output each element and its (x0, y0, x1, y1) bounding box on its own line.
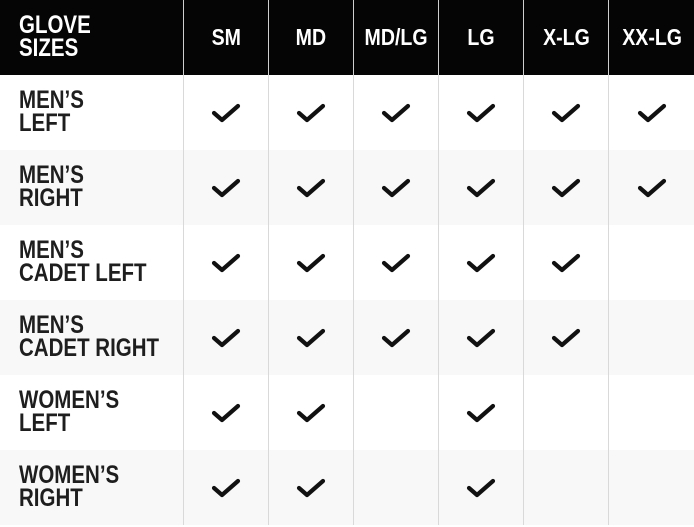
checkmark-icon (211, 253, 240, 272)
checkmark-icon (296, 478, 326, 497)
size-cell (267, 225, 354, 300)
checkmark-icon (467, 253, 496, 272)
row-label-line-2: RIGHT (19, 484, 83, 512)
size-cell (182, 375, 269, 450)
checkmark-icon (552, 328, 581, 347)
col-header-x-lg: X-LG (523, 0, 609, 75)
col-header-lg: LG (438, 0, 524, 75)
checkmark-icon (467, 103, 496, 122)
size-cell (523, 75, 609, 150)
checkmark-icon (637, 103, 666, 122)
size-cell (352, 225, 439, 300)
size-cell (267, 300, 354, 375)
checkmark-icon (467, 328, 496, 347)
table-row: WOMEN’S RIGHT (0, 450, 694, 525)
table-row: MEN’S RIGHT (0, 150, 694, 225)
table-row: MEN’S CADET LEFT (0, 225, 694, 300)
row-label-line-2: LEFT (19, 109, 71, 137)
size-cell (523, 450, 609, 525)
size-cell (438, 75, 524, 150)
row-label: WOMEN’S RIGHT (0, 450, 183, 525)
table-row: MEN’S CADET RIGHT (0, 300, 694, 375)
checkmark-icon (211, 178, 240, 197)
size-cell (182, 300, 269, 375)
checkmark-icon (467, 178, 496, 197)
checkmark-icon (552, 178, 581, 197)
row-label-line-1: MEN’S (19, 86, 84, 114)
size-cell (438, 150, 524, 225)
checkmark-icon (211, 103, 240, 122)
checkmark-icon (552, 103, 581, 122)
table-row: WOMEN’S LEFT (0, 375, 694, 450)
row-label-line-1: WOMEN’S (19, 386, 120, 414)
checkmark-icon (552, 253, 581, 272)
size-cell (182, 450, 269, 525)
row-label: MEN’S CADET RIGHT (0, 300, 183, 375)
col-header-xx-lg: XX-LG (608, 0, 694, 75)
col-header-md-lg: MD/LG (352, 0, 439, 75)
table-row: MEN’S LEFT (0, 75, 694, 150)
corner-header: GLOVE SIZES (0, 0, 183, 75)
size-cell (608, 300, 694, 375)
size-cell (352, 75, 439, 150)
size-cell (267, 375, 354, 450)
checkmark-icon (296, 403, 326, 422)
size-cell (608, 375, 694, 450)
checkmark-icon (211, 403, 240, 422)
row-label: MEN’S RIGHT (0, 150, 183, 225)
checkmark-icon (381, 178, 411, 197)
row-label-line-2: RIGHT (19, 184, 83, 212)
checkmark-icon (467, 403, 496, 422)
header-row: GLOVE SIZES SM MD MD/LG LG X-LG XX-LG (0, 0, 694, 75)
checkmark-icon (296, 328, 326, 347)
size-cell (608, 150, 694, 225)
size-cell (267, 450, 354, 525)
size-cell (352, 150, 439, 225)
row-label-line-1: MEN’S (19, 161, 84, 189)
row-label: MEN’S LEFT (0, 75, 183, 150)
size-cell (523, 300, 609, 375)
checkmark-icon (467, 478, 496, 497)
row-label-line-1: MEN’S (19, 236, 84, 264)
col-header-md: MD (267, 0, 354, 75)
size-cell (523, 150, 609, 225)
row-label-line-1: MEN’S (19, 311, 84, 339)
checkmark-icon (637, 178, 666, 197)
size-cell (352, 375, 439, 450)
size-cell (438, 450, 524, 525)
size-cell (438, 375, 524, 450)
size-cell (267, 75, 354, 150)
size-cell (182, 75, 269, 150)
size-cell (267, 150, 354, 225)
checkmark-icon (296, 178, 326, 197)
row-label-line-2: CADET LEFT (19, 259, 147, 287)
checkmark-icon (296, 253, 326, 272)
size-cell (608, 75, 694, 150)
size-cell (182, 225, 269, 300)
checkmark-icon (381, 103, 411, 122)
checkmark-icon (381, 253, 411, 272)
checkmark-icon (381, 328, 411, 347)
col-header-sm: SM (182, 0, 269, 75)
checkmark-icon (211, 478, 240, 497)
row-label: WOMEN’S LEFT (0, 375, 183, 450)
size-cell (608, 225, 694, 300)
size-cell (182, 150, 269, 225)
row-label-line-1: WOMEN’S (19, 461, 120, 489)
checkmark-icon (211, 328, 240, 347)
corner-line-1: GLOVE (19, 10, 91, 39)
size-cell (608, 450, 694, 525)
size-cell (438, 300, 524, 375)
row-label-line-2: CADET RIGHT (19, 334, 160, 362)
size-cell (352, 300, 439, 375)
row-label: MEN’S CADET LEFT (0, 225, 183, 300)
size-cell (523, 375, 609, 450)
size-cell (523, 225, 609, 300)
corner-line-2: SIZES (19, 33, 79, 62)
row-label-line-2: LEFT (19, 409, 71, 437)
checkmark-icon (296, 103, 326, 122)
size-cell (438, 225, 524, 300)
size-cell (352, 450, 439, 525)
